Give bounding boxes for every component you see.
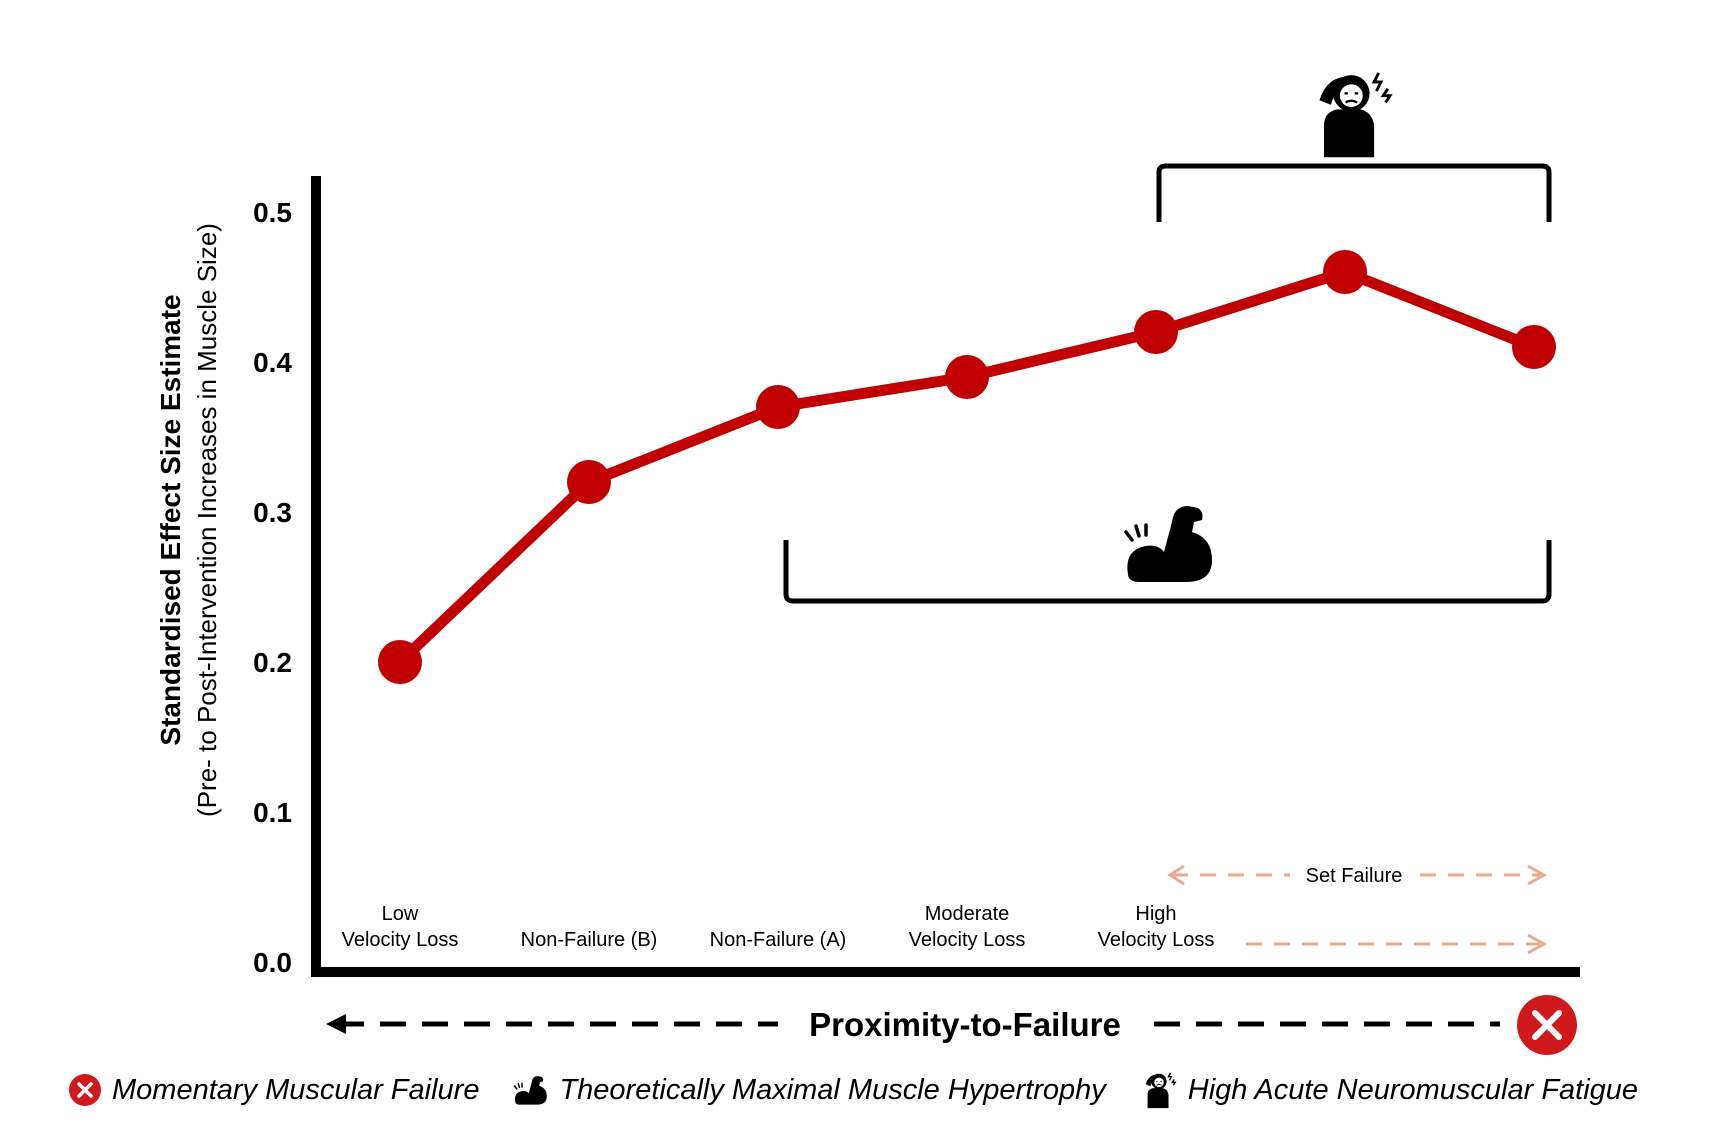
legend-item-fatigue: High Acute Neuromuscular Fatigue (1140, 1070, 1638, 1110)
category-labels: Low Velocity Loss Non-Failure (B) Non-Failu… (342, 903, 1215, 951)
x-category-label: Moderate (925, 903, 1010, 925)
x-category-label: Low (382, 903, 419, 925)
failure-x-icon (1517, 995, 1577, 1055)
data-point (1134, 310, 1178, 354)
x-category-label: Velocity Loss (1098, 929, 1215, 951)
legend-item-hypertrophy: Theoretically Maximal Muscle Hypertrophy (513, 1073, 1106, 1107)
y-axis-sublabel: (Pre- to Post-Intervention Increases in … (192, 223, 222, 817)
hypertrophy-bracket (783, 540, 1552, 604)
x-category-label: Velocity Loss (909, 929, 1026, 951)
fatigue-bracket (1156, 163, 1552, 222)
flexed-bicep-icon (1124, 504, 1214, 584)
y-tick-label: 0.3 (253, 497, 292, 528)
legend-label-failure: Momentary Muscular Failure (112, 1073, 480, 1106)
y-tick-label: 0.2 (253, 647, 292, 678)
failure-x-icon (69, 1074, 101, 1106)
x-axis-arrow (326, 1014, 1500, 1034)
y-ticks: 0.0 0.1 0.2 0.3 0.4 0.5 (253, 197, 292, 978)
y-tick-label: 0.1 (253, 797, 292, 828)
fatigued-person-icon (1317, 71, 1392, 159)
x-category-label: High (1135, 903, 1176, 925)
x-axis-label: Proximity-to-Failure (809, 1006, 1121, 1043)
legend-label-fatigue: High Acute Neuromuscular Fatigue (1187, 1073, 1639, 1106)
flexed-bicep-icon (514, 1076, 548, 1105)
data-point (1323, 250, 1367, 294)
data-point (378, 640, 422, 684)
data-point (567, 460, 611, 504)
set-failure-label: Set Failure (1306, 865, 1403, 887)
fatigued-person-icon (1145, 1072, 1177, 1109)
series-line-group (378, 250, 1556, 684)
data-point (945, 355, 989, 399)
legend: Momentary Muscular Failure Theoretically… (68, 1070, 1672, 1110)
x-category-label: Velocity Loss (342, 929, 459, 951)
y-tick-label: 0.0 (253, 947, 292, 978)
legend-label-hypertrophy: Theoretically Maximal Muscle Hypertrophy (559, 1073, 1106, 1106)
x-category-label: Non-Failure (A) (710, 929, 847, 951)
data-point (756, 385, 800, 429)
data-point (1512, 325, 1556, 369)
y-tick-label: 0.5 (253, 197, 292, 228)
y-axis-label: Standardised Effect Size Estimate (155, 294, 186, 745)
set-failure-arrows (1167, 864, 1548, 955)
y-tick-label: 0.4 (253, 347, 292, 378)
legend-item-failure: Momentary Muscular Failure (68, 1073, 479, 1107)
x-category-label: Non-Failure (B) (521, 929, 658, 951)
